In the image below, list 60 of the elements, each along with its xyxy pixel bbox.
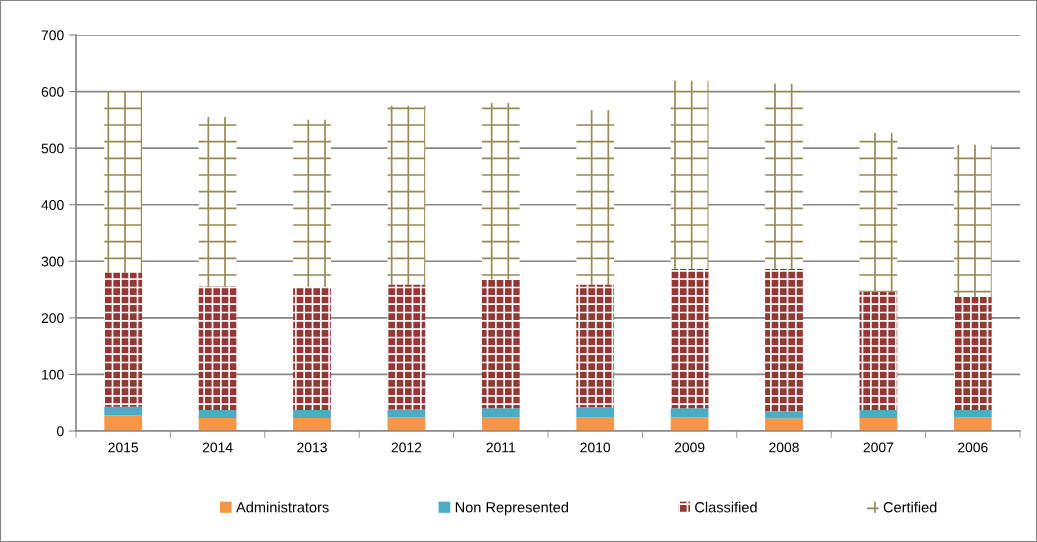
bar xyxy=(576,284,615,408)
x-tick-label: 2014 xyxy=(202,442,233,453)
bar xyxy=(859,410,898,418)
x-tick-label: 2015 xyxy=(108,442,139,453)
bar xyxy=(104,415,143,431)
bar xyxy=(576,407,615,418)
x-tick-label: 2006 xyxy=(958,442,988,453)
bar xyxy=(198,417,237,431)
bar xyxy=(576,110,615,285)
bar xyxy=(859,291,898,411)
bar xyxy=(481,102,520,280)
bar xyxy=(953,296,992,411)
bar xyxy=(293,286,331,411)
x-tick-label: 2010 xyxy=(580,442,611,453)
bar xyxy=(765,268,803,412)
bar xyxy=(765,411,803,419)
bar xyxy=(670,417,709,431)
y-tick-label: 100 xyxy=(42,369,64,380)
x-tick-label: 2011 xyxy=(486,442,516,453)
bar xyxy=(576,417,615,431)
y-tick-label: 300 xyxy=(41,256,64,267)
y-tick-label: 600 xyxy=(41,86,64,97)
y-tick-label: 0 xyxy=(57,426,64,437)
bar xyxy=(481,408,520,418)
y-tick-label: 500 xyxy=(41,143,64,154)
bar xyxy=(293,410,331,418)
bar xyxy=(198,286,237,411)
bar xyxy=(670,408,709,418)
bar xyxy=(859,132,898,292)
x-tick-label: 2009 xyxy=(674,442,705,453)
bar xyxy=(293,119,331,287)
bar xyxy=(387,284,426,410)
x-tick-label: 2008 xyxy=(769,442,799,453)
bar xyxy=(198,117,237,287)
bar xyxy=(481,279,520,409)
bar xyxy=(293,417,331,431)
x-tick-label: 2012 xyxy=(391,442,422,453)
bar xyxy=(953,144,992,297)
y-tick-label: 700 xyxy=(41,30,64,41)
bar xyxy=(670,80,709,269)
legend-label: Classified xyxy=(695,501,757,513)
x-tick-label: 2013 xyxy=(297,442,327,453)
x-tick-label: 2007 xyxy=(863,442,894,453)
bar xyxy=(765,83,803,269)
bar xyxy=(387,105,426,285)
bar xyxy=(104,406,143,416)
bar xyxy=(104,91,143,273)
bar xyxy=(670,268,709,409)
bar xyxy=(953,410,992,418)
y-tick-label: 200 xyxy=(41,313,64,324)
bar xyxy=(953,417,992,431)
legend-label: Administrators xyxy=(236,501,329,513)
bar xyxy=(859,417,898,431)
y-tick-label: 400 xyxy=(41,200,64,210)
bar xyxy=(198,410,237,418)
bar xyxy=(387,417,426,431)
legend-label: Non Represented xyxy=(455,501,569,516)
legend-label: Certified xyxy=(883,501,937,513)
bar xyxy=(481,417,520,431)
bar xyxy=(104,272,143,407)
